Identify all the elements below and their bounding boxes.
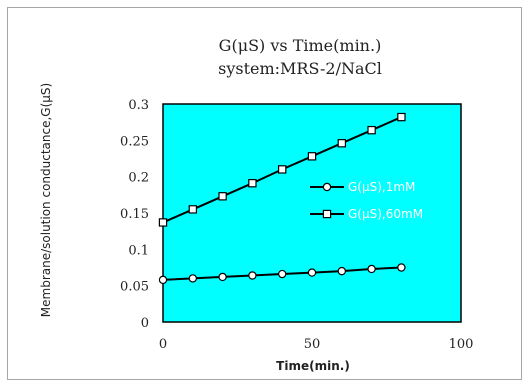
chart-subtitle: system:MRS-2/NaCl	[218, 59, 382, 78]
data-point-series-1	[248, 271, 257, 280]
data-point-series-2	[278, 165, 287, 174]
y-tick-label: 0.25	[120, 134, 149, 149]
legend: G(μS),1mM G(μS),60mM	[310, 180, 423, 221]
data-point-series-1	[337, 266, 346, 276]
series-layer	[158, 112, 406, 285]
y-axis-label: Membrane/solution conductance,G(μS)	[39, 83, 53, 317]
data-point-series-2	[188, 205, 197, 214]
y-tick-label: 0.15	[120, 207, 149, 222]
data-point-series-1	[218, 272, 227, 282]
legend-marker-1	[322, 182, 332, 192]
data-point-series-2	[337, 139, 347, 148]
x-axis-ticks: 0 50 100	[159, 337, 474, 352]
data-point-series-2	[397, 112, 406, 122]
data-point-series-2	[248, 179, 257, 188]
y-tick-label: 0	[141, 316, 149, 331]
x-tick-label: 0	[159, 337, 167, 352]
chart-title: G(μS) vs Time(min.)	[219, 36, 382, 55]
y-tick-label: 0.1	[128, 243, 149, 258]
y-axis-ticks: 0 0.05 0.1 0.15 0.2 0.25 0.3	[120, 98, 149, 331]
data-point-series-1	[278, 269, 287, 279]
data-point-series-1	[158, 275, 168, 285]
data-point-series-1	[367, 264, 376, 274]
x-tick-label: 50	[304, 337, 321, 352]
y-tick-label: 0.05	[120, 280, 149, 295]
y-tick-label: 0.3	[128, 98, 149, 113]
data-point-series-1	[188, 274, 197, 283]
legend-marker-2	[322, 209, 332, 219]
data-point-series-1	[307, 268, 317, 277]
data-point-series-2	[218, 192, 227, 201]
x-axis-label: Time(min.)	[276, 359, 350, 373]
data-point-series-2	[307, 152, 317, 161]
legend-label-1: G(μS),1mM	[348, 180, 415, 194]
x-tick-label: 100	[449, 337, 474, 352]
legend-label-2: G(μS),60mM	[348, 207, 423, 221]
data-point-series-2	[158, 218, 168, 227]
data-point-series-2	[367, 125, 376, 135]
data-point-series-1	[397, 263, 406, 272]
y-tick-label: 0.2	[128, 171, 149, 186]
